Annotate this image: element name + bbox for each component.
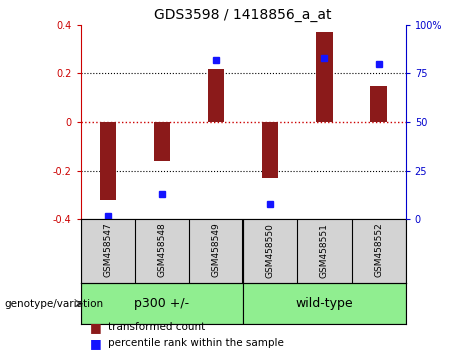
Text: GSM458547: GSM458547 — [103, 223, 112, 278]
Text: ■: ■ — [90, 321, 101, 334]
Text: transformed count: transformed count — [108, 322, 206, 332]
Text: GSM458552: GSM458552 — [374, 223, 383, 278]
Text: ■: ■ — [90, 337, 101, 350]
Text: GSM458548: GSM458548 — [157, 223, 166, 278]
Text: GSM458550: GSM458550 — [266, 223, 275, 278]
Bar — [262, 122, 278, 178]
Bar — [100, 122, 116, 200]
Text: wild-type: wild-type — [296, 297, 353, 310]
Bar — [208, 69, 224, 122]
Text: p300 +/-: p300 +/- — [134, 297, 189, 310]
Bar — [154, 122, 170, 161]
Text: percentile rank within the sample: percentile rank within the sample — [108, 338, 284, 348]
Bar — [371, 86, 387, 122]
Bar — [81, 283, 243, 324]
Title: GDS3598 / 1418856_a_at: GDS3598 / 1418856_a_at — [154, 8, 332, 22]
Bar — [316, 32, 332, 122]
Text: genotype/variation: genotype/variation — [5, 298, 104, 309]
Text: GSM458551: GSM458551 — [320, 223, 329, 278]
Text: GSM458549: GSM458549 — [212, 223, 221, 278]
Bar — [243, 283, 406, 324]
